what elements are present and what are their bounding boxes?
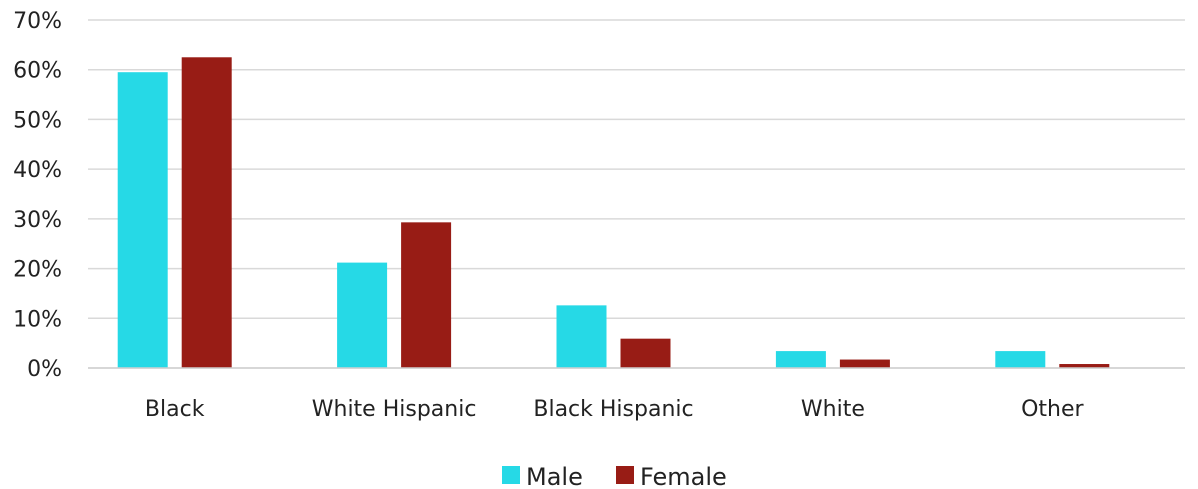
y-tick-label: 20% [13,258,62,283]
x-category-label: White Hispanic [312,397,477,422]
y-tick-label: 0% [27,357,62,382]
x-category-label: Other [1021,397,1084,422]
y-tick-label: 10% [13,307,62,332]
y-tick-label: 60% [13,59,62,84]
y-tick-label: 50% [13,108,62,133]
y-tick-label: 70% [13,9,62,34]
legend-swatch-female [616,466,634,484]
bar-female-black [181,57,232,369]
legend-swatch-male [502,466,520,484]
bar-male-black-hispanic [556,305,607,368]
bar-male-other [995,351,1046,368]
bar-female-black-hispanic [620,338,671,368]
bar-female-other [1059,364,1110,368]
legend-label-male: Male [526,463,583,489]
x-axis-category-labels: Black White Hispanic Black Hispanic White Ot… [145,397,1085,422]
legend-label-female: Female [640,463,727,489]
y-tick-label: 40% [13,158,62,183]
x-category-label: Black Hispanic [533,397,693,422]
y-tick-label: 30% [13,208,62,233]
bar-male-white [775,351,826,368]
legend: Male Female [502,463,727,489]
bar-female-white-hispanic [401,222,452,368]
gridlines [88,19,1185,369]
bar-male-white-hispanic [337,262,388,368]
x-category-label: Black [145,397,205,422]
bars [88,57,1185,369]
bar-male-black [117,72,168,368]
y-axis-tick-labels: 0% 10% 20% 30% 40% 50% 60% 70% [13,9,62,382]
x-category-label: White [801,397,865,422]
bar-female-white [839,359,890,368]
